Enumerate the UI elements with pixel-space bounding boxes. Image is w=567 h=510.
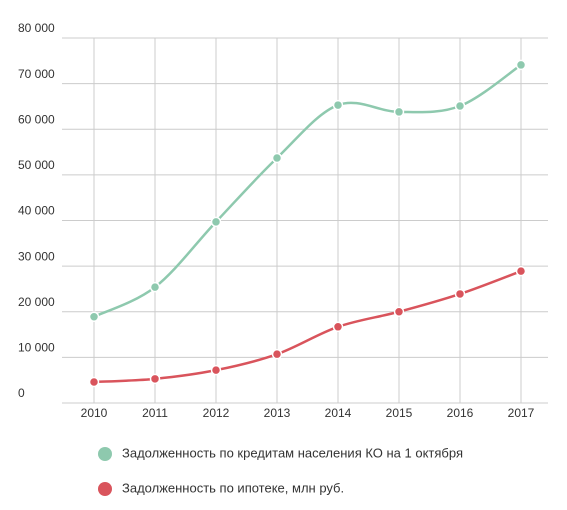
y-tick-label: 20 000 (18, 295, 55, 309)
data-point (149, 281, 161, 293)
data-point (454, 100, 466, 112)
y-tick-label: 60 000 (18, 112, 55, 126)
legend-marker (98, 447, 112, 461)
data-point (332, 321, 344, 333)
x-tick-label: 2013 (264, 406, 291, 420)
y-tick-label: 30 000 (18, 249, 55, 263)
x-tick-label: 2017 (508, 406, 535, 420)
legend-label: Задолженность по ипотеке, млн руб. (122, 480, 344, 495)
y-tick-label: 80 000 (18, 21, 55, 35)
legend-label: Задолженность по кредитам населения КО н… (122, 445, 463, 460)
series-line (93, 63, 522, 318)
x-tick-label: 2010 (81, 406, 108, 420)
data-point (515, 59, 527, 71)
data-point (88, 311, 100, 323)
y-tick-label: 50 000 (18, 158, 55, 172)
x-tick-label: 2011 (142, 406, 168, 420)
x-tick-label: 2012 (203, 406, 230, 420)
data-point (271, 152, 283, 164)
y-tick-label: 0 (18, 386, 25, 400)
x-tick-label: 2015 (386, 406, 413, 420)
data-point (88, 376, 100, 388)
data-point (271, 348, 283, 360)
data-point (515, 265, 527, 277)
data-point (454, 288, 466, 300)
data-point (332, 99, 344, 111)
x-tick-label: 2016 (447, 406, 474, 420)
data-point (393, 306, 405, 317)
y-tick-label: 70 000 (18, 67, 55, 81)
data-point (210, 216, 222, 228)
data-point (149, 373, 161, 385)
legend-marker (98, 482, 112, 496)
y-tick-label: 10 000 (18, 341, 55, 355)
y-tick-label: 40 000 (18, 204, 55, 218)
x-tick-label: 2014 (325, 406, 352, 420)
data-point (393, 106, 405, 118)
data-point (210, 364, 222, 376)
